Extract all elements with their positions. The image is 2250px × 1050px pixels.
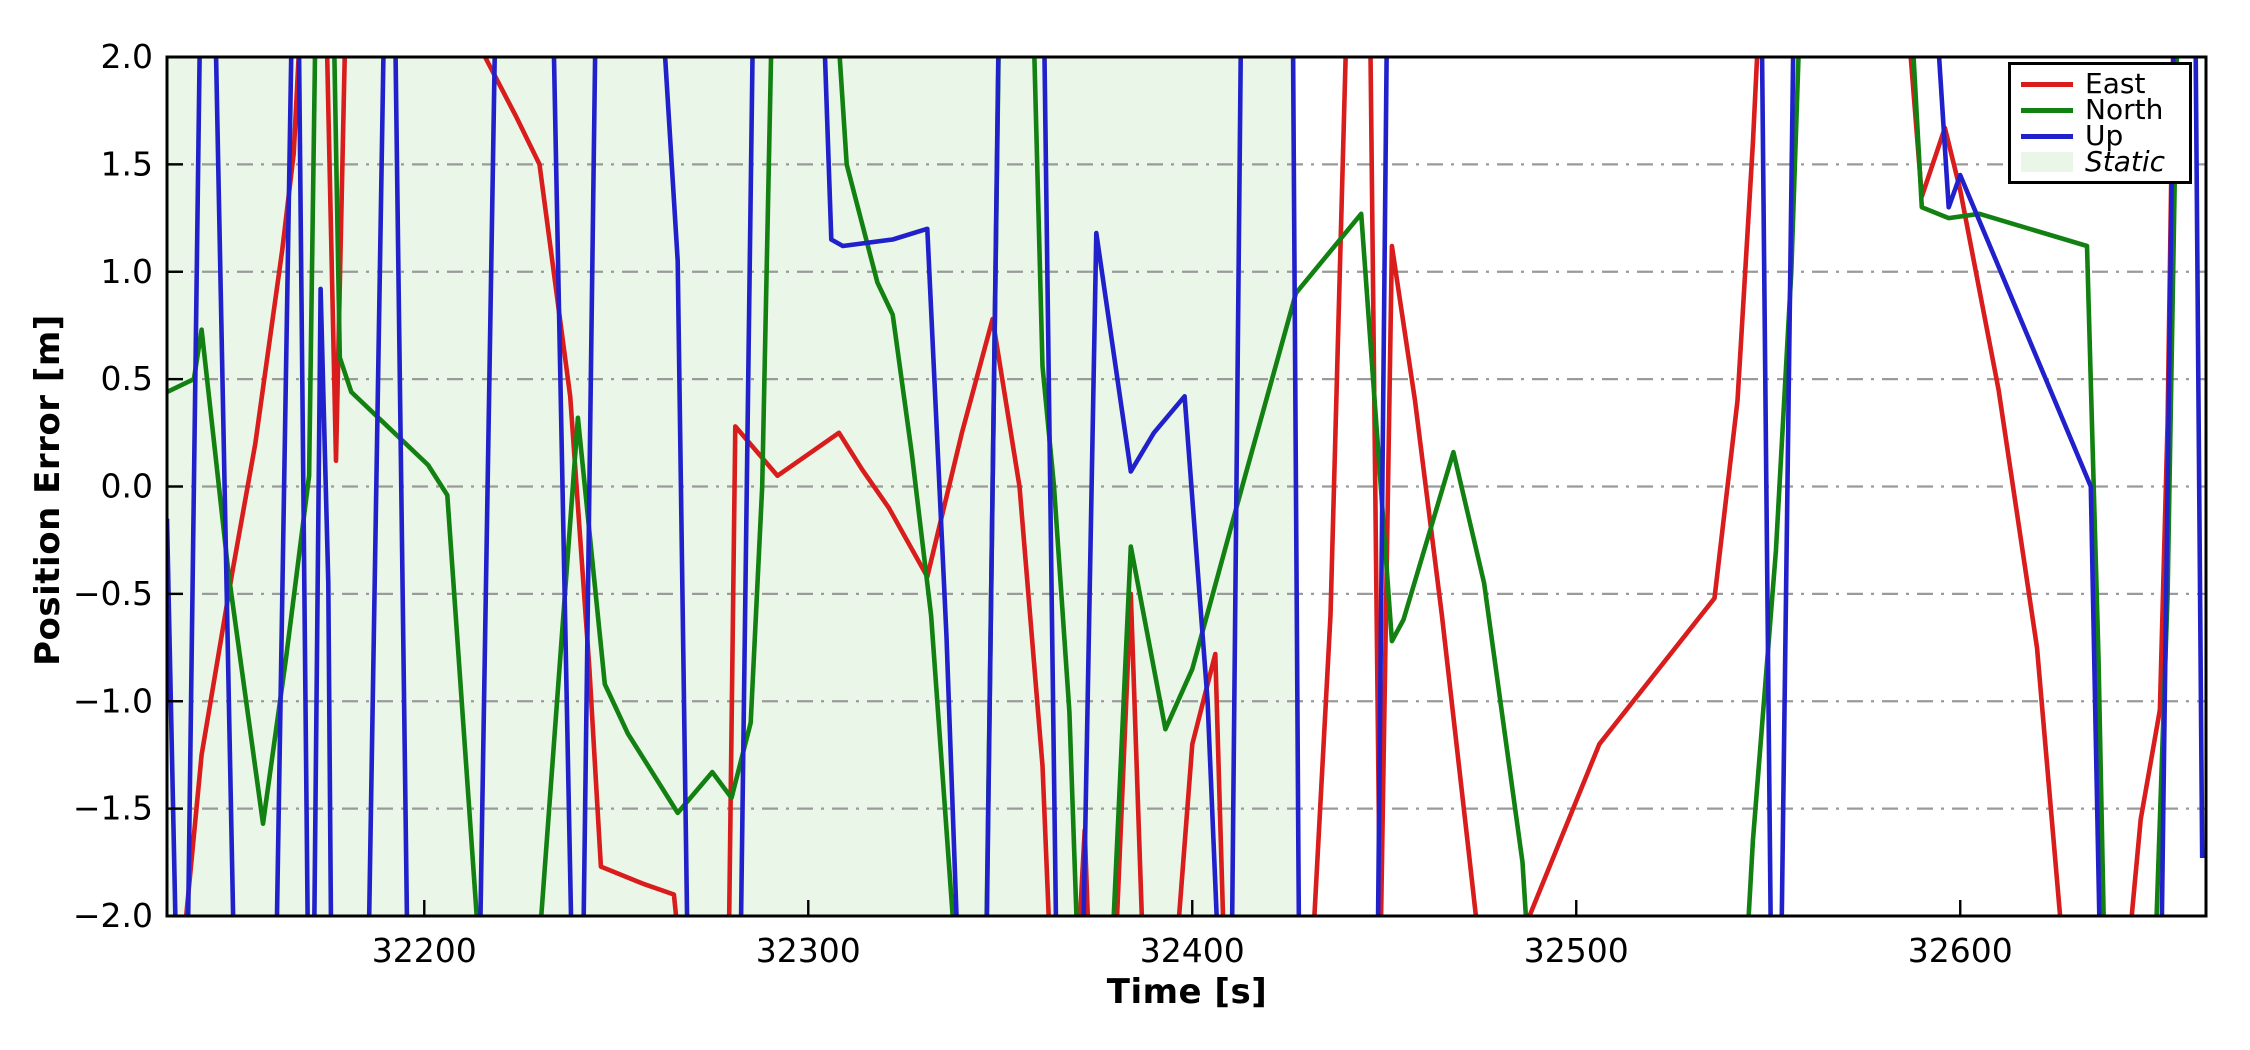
y-tick-label: 1.0 bbox=[101, 252, 153, 291]
legend-item-static: Static bbox=[2021, 145, 2179, 178]
y-tick-label: −1.0 bbox=[73, 681, 153, 720]
up-line-swatch bbox=[2021, 133, 2073, 139]
series-group bbox=[167, 57, 2205, 916]
x-tick-label: 32500 bbox=[1524, 931, 1629, 970]
y-tick-label: 0.0 bbox=[101, 467, 153, 506]
y-tick-label: 1.5 bbox=[101, 144, 153, 183]
x-tick-label: 32300 bbox=[756, 931, 861, 970]
legend-label-static: Static bbox=[2085, 145, 2166, 178]
up-line bbox=[167, 57, 2205, 916]
east-line-swatch bbox=[2021, 81, 2073, 87]
gridlines bbox=[167, 163, 2206, 810]
x-axis-label-text: Time [s] bbox=[1106, 972, 1268, 1012]
y-axis-label: Position Error [m] bbox=[28, 60, 68, 920]
y-tick-label: −1.5 bbox=[73, 789, 153, 828]
y-tick-label: 2.0 bbox=[101, 37, 153, 76]
legend-item-up: Up bbox=[2021, 119, 2179, 152]
y-axis-label-text: Position Error [m] bbox=[28, 314, 68, 666]
x-tick-label: 32400 bbox=[1140, 931, 1245, 970]
ticks: 32200 32300 32400 32500 32600 2.0 1.5 1.0 0.5 0.0… bbox=[73, 37, 2013, 970]
x-tick-label: 32600 bbox=[1908, 931, 2013, 970]
legend-item-north: North bbox=[2021, 93, 2179, 126]
x-axis-label: Time [s] bbox=[0, 972, 2250, 1012]
legend-label-east: East bbox=[2085, 67, 2146, 100]
static-patch-swatch bbox=[2021, 152, 2073, 172]
y-tick-label: 0.5 bbox=[101, 359, 153, 398]
legend-label-north: North bbox=[2085, 93, 2164, 126]
north-line-swatch bbox=[2021, 107, 2073, 113]
legend: East North Up Static bbox=[2008, 62, 2192, 184]
y-tick-label: −0.5 bbox=[73, 574, 153, 613]
legend-item-east: East bbox=[2021, 67, 2179, 100]
x-tick-label: 32200 bbox=[372, 931, 477, 970]
legend-label-up: Up bbox=[2085, 119, 2124, 152]
y-tick-label: −2.0 bbox=[73, 896, 153, 935]
